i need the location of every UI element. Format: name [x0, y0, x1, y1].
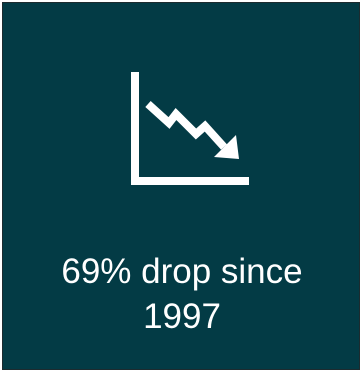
stat-caption: 69% drop since 1997 [3, 249, 361, 339]
stat-tile: 69% drop since 1997 [2, 2, 360, 370]
declining-line-chart-icon [131, 72, 249, 185]
stat-caption-line2: 1997 [143, 297, 221, 336]
stat-caption-line1: 69% drop since [61, 252, 303, 291]
